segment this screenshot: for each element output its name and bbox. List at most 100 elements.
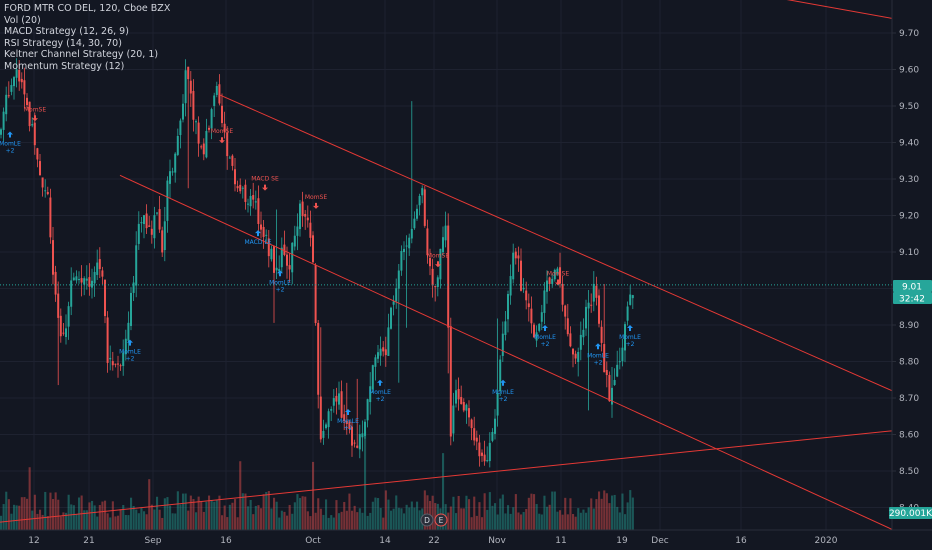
candle [221,93,223,128]
volume-bar [41,514,44,530]
trendline[interactable] [119,174,893,530]
volume-bar [52,499,55,530]
volume-bar [150,504,153,530]
strategy-signal[interactable]: MomSE [211,128,234,144]
strategy-signal[interactable]: MomSE [427,252,450,268]
candle [291,241,294,285]
candle [13,75,15,100]
candle [119,363,122,371]
volume-bar [223,505,226,530]
candle [517,246,520,272]
strategy-signal[interactable]: MomSE [547,271,570,286]
strategy-signal[interactable]: MomSE [305,194,328,209]
candle [306,205,309,228]
candle [499,355,502,397]
symbol-title[interactable]: FORD MTR CO DEL, 120, Cboe BZX [4,3,171,14]
strategy-signal[interactable]: MomLE+2 [587,343,609,366]
volume-bar [234,499,237,530]
volume-bar [189,495,192,530]
candle [423,186,426,228]
volume-bar [267,491,270,530]
strategy-signal[interactable]: MomSE [24,106,47,122]
volume-bar [369,512,372,530]
dividend-marker[interactable] [420,513,434,527]
short-arrow-icon [555,279,561,286]
trendline[interactable] [219,94,893,392]
candle [78,271,80,284]
volume-bar [509,513,512,530]
candle [226,126,229,170]
indicator-momentum[interactable]: Momentum Strategy (12) [4,60,125,72]
event-markers[interactable]: D E [420,513,448,527]
volume-bar [13,504,16,530]
candle [109,345,112,371]
volume-bar [192,499,195,530]
candle [223,111,226,139]
strategy-signal[interactable]: MomLE+2 [369,379,391,403]
strategy-signal[interactable]: MomLE+2 [337,408,359,432]
volume-bar [36,513,39,530]
price-tick-label: 9.20 [899,212,919,222]
indicator-keltner[interactable]: Keltner Channel Strategy (20, 1) [4,49,159,61]
volume-bar [109,517,112,530]
time-tick-label: Nov [488,536,506,546]
volume-bar [470,517,473,530]
candle [540,304,543,331]
candle [590,293,593,313]
signal-label: MomLE [492,389,514,396]
time-axis[interactable]: 12 21 Sep 16 Oct 14 22 Nov 11 19 Dec 16 2020 [0,529,932,546]
candle [447,213,450,374]
candle [379,336,382,366]
strategy-signal[interactable]: MomLE+2 [492,379,514,403]
trendline[interactable] [0,430,893,523]
candle [384,336,387,367]
strategy-signal[interactable]: MomLE+2 [534,325,556,348]
signal-qty: +2 [499,396,508,403]
indicator-volume[interactable]: Vol (20) [4,14,41,26]
volume-bar [577,508,580,530]
price-axis[interactable]: 9.709.609.509.409.309.209.109.008.908.80… [889,0,932,530]
volume-bar [106,513,109,530]
candle [104,279,106,324]
candle [145,204,148,234]
indicator-rsi[interactable]: RSI Strategy (14, 30, 70) [4,37,122,49]
volume-bar [491,505,494,530]
candle [314,263,317,326]
strategy-signal[interactable]: MACD LE [244,230,272,246]
trendline[interactable] [770,0,893,19]
signal-label: MomLE [337,418,359,425]
strategy-signal[interactable]: MomLE+2 [269,270,291,293]
candle [15,58,18,88]
volume-bar [304,496,307,530]
candle [200,144,203,150]
indicator-macd[interactable]: MACD Strategy (12, 26, 9) [4,26,129,38]
candle [330,406,333,422]
volume-bar [91,500,94,530]
volume-bar [33,494,36,530]
volume-bar [626,502,629,530]
volume-bar [104,500,107,530]
candle [374,354,377,381]
candle [288,253,291,283]
candle [254,190,257,210]
candle [106,311,109,373]
volume-bar [431,495,434,530]
candle [130,287,132,331]
candle [582,318,585,346]
strategy-signal[interactable]: MomLE+2 [119,339,141,363]
volume-value: 290.001K [889,509,932,519]
candle [608,371,611,402]
strategy-signal[interactable]: MomLE+2 [619,325,641,348]
candle [327,408,330,439]
candle [36,147,39,168]
candle [504,311,507,341]
strategy-signal[interactable]: MomLE+2 [0,131,21,155]
volume-bar [299,498,302,530]
strategy-signal[interactable]: MACD SE [251,176,279,191]
signal-qty: +2 [344,425,353,432]
signal-qty: +2 [126,356,135,363]
signal-label: MomSE [547,271,570,278]
earnings-marker[interactable] [434,513,448,527]
time-tick-label: Dec [651,536,668,546]
